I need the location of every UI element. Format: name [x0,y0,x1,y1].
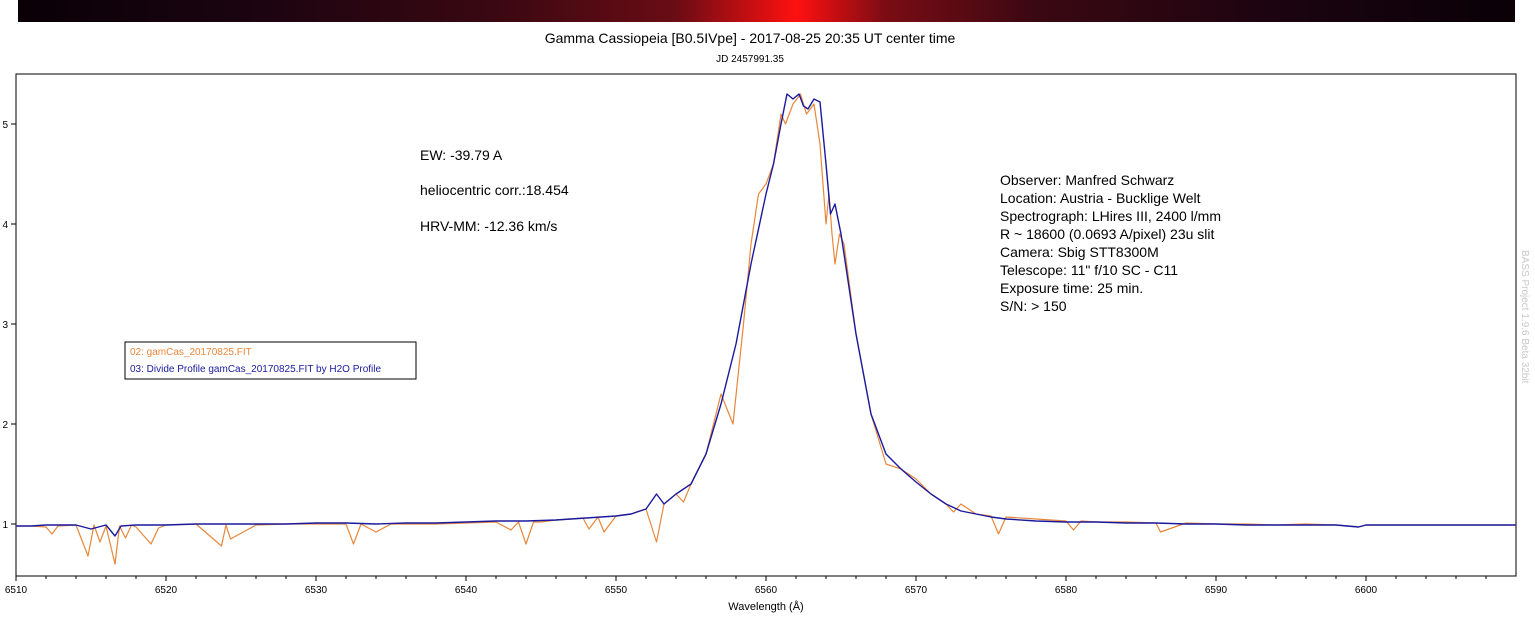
chart-subtitle: JD 2457991.35 [716,54,784,65]
annotation-exposure: Exposure time: 25 min. [1000,280,1143,296]
annotation-sn: S/N: > 150 [1000,298,1067,314]
annotation-telescope: Telescope: 11" f/10 SC - C11 [1000,262,1178,278]
annotation-location: Location: Austria - Bucklige Welt [1000,190,1201,206]
annotation-hrv: HRV-MM: -12.36 km/s [420,218,557,234]
x-tick-label: 6550 [605,585,628,596]
annotation-resolution: R ~ 18600 (0.0693 A/pixel) 23u slit [1000,226,1215,242]
annotation-ew: EW: -39.79 A [420,147,503,163]
y-tick-label: 3 [2,320,8,331]
watermark: BASS Project 1.9.6 Beta 32bit [1519,250,1530,384]
x-tick-label: 6570 [905,585,928,596]
spectrum-strip [0,0,1535,22]
x-tick-label: 6580 [1055,585,1078,596]
x-tick-label: 6520 [155,585,178,596]
x-axis-label: Wavelength (Å) [728,600,803,613]
annotations-right: Observer: Manfred Schwarz Location: Aust… [1000,172,1221,314]
x-tick-label: 6510 [5,585,28,596]
series-layer [16,93,1516,565]
y-axis-ticks: 1 2 3 4 5 [2,120,16,531]
series-line-h2o-corrected-profile [16,93,1516,537]
plot-frame [15,73,1517,577]
spectrum-band [18,0,1515,22]
annotations-left: EW: -39.79 A heliocentric corr.:18.454 H… [420,147,569,234]
y-tick-label: 1 [2,520,8,531]
x-axis-ticks: 6510 6520 6530 6540 6550 6560 6570 6580 6590 6600 [5,576,1487,596]
legend: 02: gamCas_20170825.FIT 03: Divide Profi… [124,341,417,380]
annotation-observer: Observer: Manfred Schwarz [1000,172,1174,188]
x-tick-label: 6560 [755,585,778,596]
annotation-spectrograph: Spectrograph: LHires III, 2400 l/mm [1000,208,1221,224]
annotation-heliocentric: heliocentric corr.:18.454 [420,182,569,198]
x-tick-label: 6540 [455,585,478,596]
annotation-camera: Camera: Sbig STT8300M [1000,244,1159,260]
chart-title: Gamma Cassiopeia [B0.5IVpe] - 2017-08-25… [545,30,956,46]
y-tick-label: 5 [2,120,8,131]
legend-entry-02: 02: gamCas_20170825.FIT [130,347,252,358]
legend-entry-03: 03: Divide Profile gamCas_20170825.FIT b… [130,364,381,375]
legend-box [124,341,417,380]
y-tick-label: 2 [2,420,8,431]
y-tick-label: 4 [2,220,8,231]
x-tick-label: 6600 [1355,585,1378,596]
x-tick-label: 6530 [305,585,328,596]
x-tick-label: 6590 [1205,585,1228,596]
